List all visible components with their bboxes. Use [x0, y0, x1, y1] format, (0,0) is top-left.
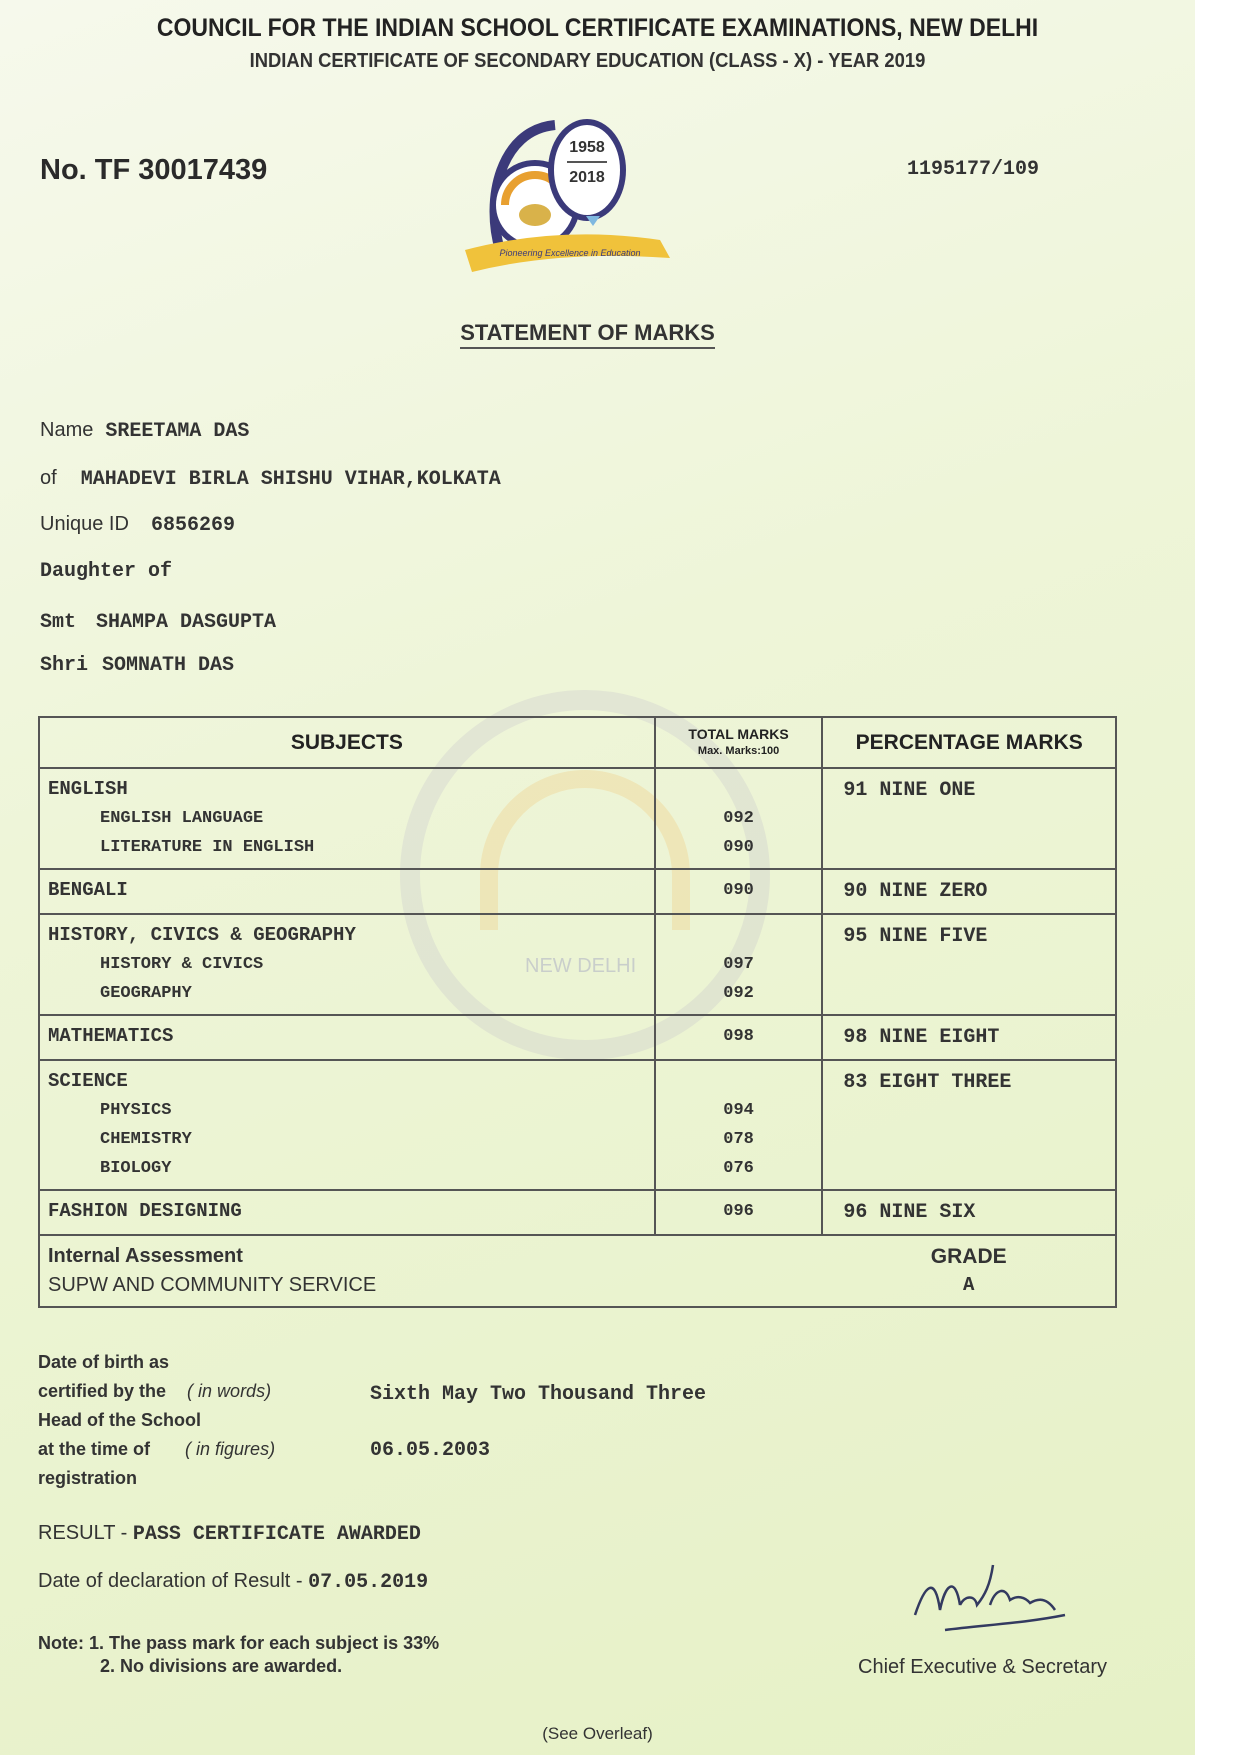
grade-value: A [963, 1274, 975, 1296]
dob-labels: Date of birth as certified by the ( in w… [38, 1352, 276, 1488]
declaration-date: 07.05.2019 [308, 1571, 429, 1594]
result-line: RESULT - PASS CERTIFICATE AWARDED [38, 1522, 421, 1546]
exam-subtitle: INDIAN CERTIFICATE OF SECONDARY EDUCATIO… [249, 50, 926, 72]
logo-year-bottom: 2018 [569, 169, 605, 186]
council-logo: 1958 2018 Pioneering Excellence in Educa… [465, 119, 670, 272]
unique-id: 6856269 [150, 514, 235, 537]
table-row: HISTORY, CIVICS & GEOGRAPHY HISTORY & CIV… [38, 913, 1117, 1016]
note: Note: 1. The pass mark for each subject … [38, 1633, 440, 1676]
student-name-line: Name SREETAMA DAS [40, 419, 250, 443]
header-subjects: SUBJECTS [38, 716, 656, 769]
table-row: MATHEMATICS 098 98 NINE EIGHT [38, 1014, 1117, 1061]
header-total-marks: TOTAL MARKS Max. Marks:100 [653, 716, 824, 769]
logo-year-top: 1958 [569, 139, 605, 156]
uid-line: Unique ID 6856269 [40, 513, 235, 537]
table-row: ENGLISH ENGLISH LANGUAGE LITERATURE IN ENG… [38, 767, 1117, 870]
father-name: SOMNATH DAS [102, 654, 235, 677]
father-line: Shri SOMNATH DAS [40, 654, 235, 677]
table-row: FASHION DESIGNING 096 96 NINE SIX [38, 1189, 1117, 1236]
dob-words: Sixth May Two Thousand Three [370, 1383, 707, 1406]
table-row: SCIENCE PHYSICS CHEMISTRY BIOLOGY 094 078 076… [38, 1059, 1117, 1191]
student-name: SREETAMA DAS [105, 420, 250, 443]
certificate-number: No. TF 30017439 [40, 154, 268, 186]
signatory-title: Chief Executive & Secretary [858, 1656, 1107, 1678]
relation: Daughter of [40, 560, 173, 583]
see-overleaf: (See Overleaf) [542, 1724, 653, 1743]
signature [913, 1564, 1066, 1632]
school-line: of MAHADEVI BIRLA SHISHU VIHAR,KOLKATA [40, 467, 501, 491]
statement-title: STATEMENT OF MARKS [0, 320, 1175, 349]
school-name: MAHADEVI BIRLA SHISHU VIHAR,KOLKATA [80, 468, 501, 491]
marks-table: SUBJECTS TOTAL MARKS Max. Marks:100 PERCE… [37, 716, 1117, 1308]
mother-line: Smt SHAMPA DASGUPTA [40, 611, 277, 634]
mother-name: SHAMPA DASGUPTA [96, 611, 277, 634]
reference-number: 1195177/109 [907, 158, 1040, 181]
table-header: SUBJECTS TOTAL MARKS Max. Marks:100 PERCE… [38, 716, 1117, 769]
internal-assessment-row: Internal Assessment SUPW AND COMMUNITY SE… [37, 1234, 1117, 1308]
result-value: PASS CERTIFICATE AWARDED [132, 1523, 421, 1546]
logo-tagline: Pioneering Excellence in Education [499, 248, 640, 258]
council-title: COUNCIL FOR THE INDIAN SCHOOL CERTIFICAT… [156, 14, 1039, 42]
declaration-line: Date of declaration of Result - 07.05.20… [38, 1570, 429, 1594]
dob-figures: 06.05.2003 [370, 1439, 491, 1462]
header-percentage: PERCENTAGE MARKS [821, 716, 1117, 769]
table-row: BENGALI 090 90 NINE ZERO [38, 868, 1117, 915]
